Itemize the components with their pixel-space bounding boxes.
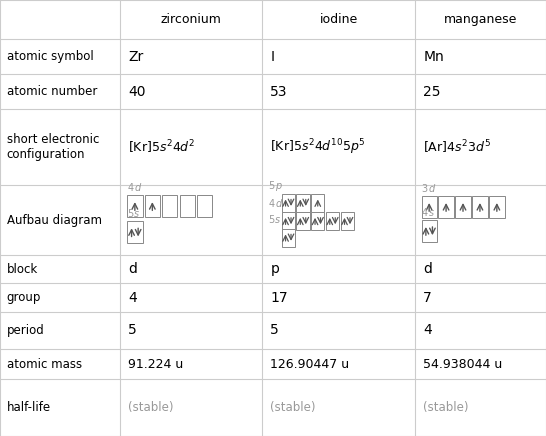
Bar (162, 195, 177, 217)
Text: 4: 4 (422, 208, 428, 218)
Text: 4: 4 (423, 323, 432, 337)
Bar (472, 196, 488, 218)
Text: 40: 40 (128, 85, 146, 99)
Text: atomic number: atomic number (7, 85, 97, 98)
Text: [Ar]4$s^2$3$d^5$: [Ar]4$s^2$3$d^5$ (423, 138, 491, 156)
Text: 4: 4 (269, 199, 275, 209)
Text: d: d (275, 199, 281, 209)
Text: 5: 5 (269, 215, 275, 225)
Text: d: d (128, 262, 137, 276)
Text: d: d (134, 183, 140, 193)
Text: 4: 4 (128, 290, 137, 305)
Bar (127, 195, 143, 217)
Text: [Kr]5$s^2$4$d^2$: [Kr]5$s^2$4$d^2$ (128, 138, 196, 156)
Text: 53: 53 (270, 85, 288, 99)
Text: atomic symbol: atomic symbol (7, 50, 93, 63)
Text: 25: 25 (423, 85, 441, 99)
Bar (282, 228, 295, 247)
Text: short electronic
configuration: short electronic configuration (7, 133, 99, 161)
Bar (311, 194, 324, 212)
Bar (282, 194, 295, 212)
Text: [Kr]5$s^2$4$d^{10}$5$p^5$: [Kr]5$s^2$4$d^{10}$5$p^5$ (270, 137, 366, 157)
Text: d: d (429, 184, 435, 194)
Bar (489, 196, 505, 218)
Text: (stable): (stable) (128, 401, 174, 414)
Bar (422, 220, 437, 242)
Text: Aufbau diagram: Aufbau diagram (7, 214, 102, 227)
Text: 126.90447 u: 126.90447 u (270, 358, 349, 371)
Text: 91.224 u: 91.224 u (128, 358, 183, 371)
Text: iodine: iodine (319, 13, 358, 26)
Text: (stable): (stable) (270, 401, 316, 414)
Text: atomic mass: atomic mass (7, 358, 82, 371)
Text: 3: 3 (422, 184, 428, 194)
Bar (145, 195, 160, 217)
Text: zirconium: zirconium (161, 13, 222, 26)
Text: d: d (423, 262, 432, 276)
Text: s: s (134, 209, 139, 219)
Text: Mn: Mn (423, 50, 444, 64)
Bar (282, 212, 295, 230)
Bar (197, 195, 212, 217)
Text: 7: 7 (423, 290, 432, 305)
Text: block: block (7, 263, 38, 276)
Bar (296, 194, 310, 212)
Text: s: s (429, 208, 434, 218)
Text: Zr: Zr (128, 50, 144, 64)
Text: group: group (7, 291, 41, 304)
Text: half-life: half-life (7, 401, 51, 414)
Text: s: s (275, 215, 280, 225)
Text: p: p (275, 181, 281, 191)
Bar (180, 195, 195, 217)
Bar (127, 221, 143, 243)
Text: I: I (270, 50, 274, 64)
Bar (422, 196, 437, 218)
Text: 54.938044 u: 54.938044 u (423, 358, 502, 371)
Bar (311, 212, 324, 230)
Text: 4: 4 (127, 183, 133, 193)
Bar (341, 212, 354, 230)
Text: p: p (270, 262, 279, 276)
Text: 5: 5 (269, 181, 275, 191)
Text: 5: 5 (128, 323, 137, 337)
Text: (stable): (stable) (423, 401, 468, 414)
Text: 17: 17 (270, 290, 288, 305)
Bar (296, 212, 310, 230)
Bar (455, 196, 471, 218)
Text: period: period (7, 324, 44, 337)
Text: manganese: manganese (444, 13, 517, 26)
Text: 5: 5 (127, 209, 133, 219)
Text: 5: 5 (270, 323, 279, 337)
Bar (326, 212, 339, 230)
Bar (438, 196, 454, 218)
